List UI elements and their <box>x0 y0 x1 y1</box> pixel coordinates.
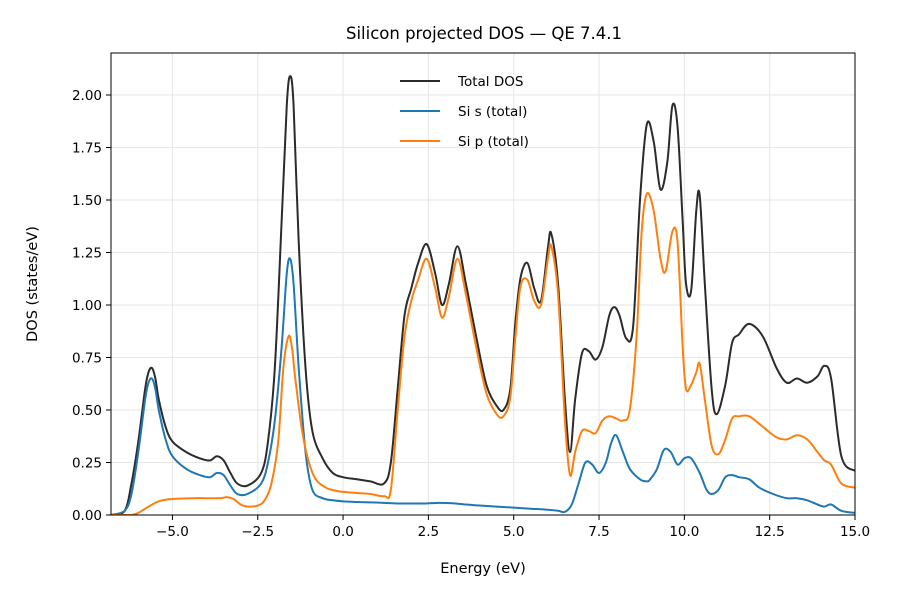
x-tick-label: 5.0 <box>503 524 524 540</box>
x-tick-label: −2.5 <box>241 524 274 540</box>
x-tick-label: −5.0 <box>156 524 189 540</box>
x-axis-label: Energy (eV) <box>440 561 526 577</box>
y-tick-label: 0.50 <box>72 403 102 419</box>
legend-entry-si-s: Si s (total) <box>400 104 527 120</box>
y-tick-label: 1.25 <box>72 246 102 262</box>
y-tick-label: 1.75 <box>72 141 102 157</box>
y-tick-label: 2.00 <box>72 88 102 104</box>
x-tick-label: 2.5 <box>418 524 439 540</box>
grid-lines <box>111 53 856 516</box>
y-tick-label: 0.75 <box>72 351 102 367</box>
x-tick-label: 15.0 <box>840 524 870 540</box>
legend-entry-si-p: Si p (total) <box>400 134 529 150</box>
legend: Total DOS Si s (total) Si p (total) <box>400 74 529 150</box>
y-tick-label: 1.00 <box>72 298 102 314</box>
legend-label: Si p (total) <box>458 134 529 150</box>
x-axis-ticks: −5.0 −2.5 0.0 2.5 5.0 7.5 10.0 12.5 15.0 <box>156 515 870 540</box>
x-tick-label: 12.5 <box>755 524 785 540</box>
x-tick-label: 0.0 <box>332 524 353 540</box>
si-s-line <box>111 257 855 515</box>
y-tick-label: 0.25 <box>72 456 102 472</box>
chart-title: Silicon projected DOS — QE 7.4.1 <box>346 24 622 43</box>
si-p-line <box>111 191 855 515</box>
y-tick-label: 0.00 <box>72 508 102 524</box>
y-axis-ticks: 0.00 0.25 0.50 0.75 1.00 1.25 1.50 1.75 2.00 <box>72 88 111 524</box>
y-axis-label: DOS (states/eV) <box>25 226 41 342</box>
plot-frame <box>110 52 856 516</box>
legend-label: Si s (total) <box>458 104 527 120</box>
y-tick-label: 1.50 <box>72 193 102 209</box>
x-tick-label: 7.5 <box>588 524 609 540</box>
x-tick-label: 10.0 <box>669 524 699 540</box>
legend-entry-total-dos: Total DOS <box>400 74 523 90</box>
legend-label: Total DOS <box>457 74 523 90</box>
series-layer <box>111 75 855 515</box>
total-dos-line <box>111 75 855 515</box>
